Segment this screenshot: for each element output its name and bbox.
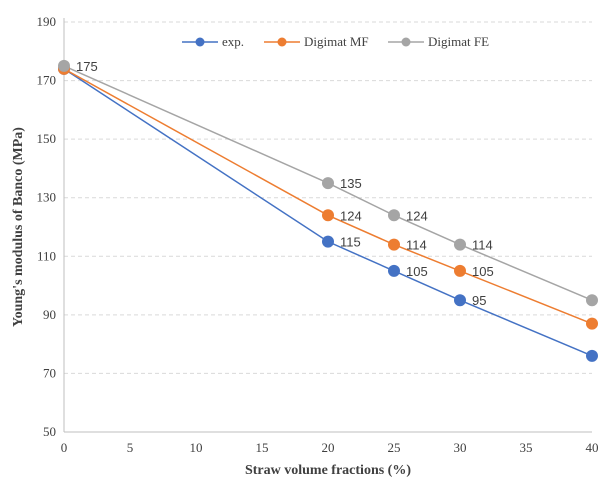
data-labels: 115 105 95 124 114 105 175 135 124 114 [76, 59, 494, 308]
axes: 50 70 90 110 130 150 170 190 0 5 10 15 20 25 30 35 40 [37, 14, 599, 455]
data-label: 95 [472, 293, 486, 308]
data-point [454, 264, 466, 277]
legend-label: exp. [222, 34, 244, 49]
data-point [322, 209, 334, 222]
legend-label: Digimat MF [304, 34, 369, 49]
data-label: 114 [406, 238, 427, 253]
x-tick-label: 5 [127, 440, 134, 455]
x-tick-label: 10 [190, 440, 203, 455]
data-point [586, 349, 598, 362]
y-tick-label: 150 [37, 131, 57, 146]
y-axis-title: Young's modulus of Banco (MPa) [11, 127, 26, 327]
y-tick-label: 110 [37, 248, 56, 263]
legend-label: Digimat FE [428, 34, 489, 49]
data-label: 135 [340, 176, 362, 191]
y-tick-label: 170 [37, 73, 57, 88]
data-point [388, 209, 400, 222]
x-tick-label: 35 [520, 440, 533, 455]
data-point [388, 264, 400, 277]
series-line [63, 68, 593, 325]
data-point [388, 238, 400, 251]
x-tick-label: 15 [256, 440, 269, 455]
legend-marker [277, 37, 287, 47]
y-tick-label: 190 [37, 14, 57, 29]
y-tick-label: 50 [43, 424, 56, 439]
y-tick-label: 130 [37, 190, 57, 205]
data-label: 105 [472, 264, 494, 279]
series-group [58, 59, 598, 362]
y-tick-label: 90 [43, 307, 56, 322]
data-point [322, 235, 334, 248]
x-tick-label: 30 [454, 440, 467, 455]
x-tick-label: 20 [322, 440, 335, 455]
data-point [58, 59, 70, 72]
data-label: 115 [340, 235, 361, 250]
x-tick-label: 25 [388, 440, 401, 455]
data-label: 114 [472, 238, 493, 253]
grid-lines [64, 21, 592, 374]
y-tick-label: 70 [43, 365, 56, 380]
data-point [454, 294, 466, 307]
data-label: 124 [340, 208, 362, 223]
x-tick-label: 0 [61, 440, 68, 455]
legend: exp. Digimat MF Digimat FE [182, 34, 489, 49]
data-point [454, 238, 466, 251]
data-point [586, 294, 598, 307]
data-label: 175 [76, 59, 98, 74]
data-point [322, 177, 334, 190]
x-tick-label: 40 [586, 440, 599, 455]
legend-marker [195, 37, 205, 47]
x-axis-title: Straw volume fractions (%) [245, 463, 411, 478]
data-label: 105 [406, 264, 428, 279]
data-point [586, 317, 598, 330]
legend-marker [401, 37, 411, 47]
data-label: 124 [406, 208, 428, 223]
